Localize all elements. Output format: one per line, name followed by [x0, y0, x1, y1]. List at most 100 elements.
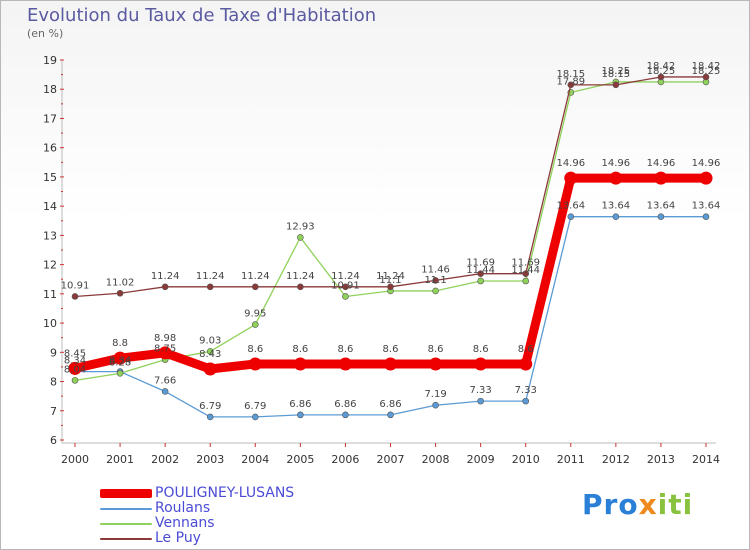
legend-item: Le Puy [100, 530, 360, 546]
data-label: 8.8 [112, 338, 128, 349]
data-label: 8.04 [64, 364, 86, 375]
data-label: 8.75 [154, 344, 176, 355]
data-point [702, 73, 710, 81]
data-label: 6.86 [334, 399, 356, 410]
data-label: 12.93 [286, 221, 315, 232]
y-tick-label: 17 [43, 112, 57, 125]
x-tick-label: 2005 [286, 453, 314, 466]
data-label: 6.79 [244, 401, 266, 412]
data-point [248, 357, 262, 371]
chart-title: Evolution du Taux de Taxe d'Habitation [27, 5, 377, 26]
data-label: 18.25 [647, 66, 676, 77]
x-tick-label: 2004 [241, 453, 269, 466]
y-tick-label: 7 [50, 405, 57, 418]
x-tick-label: 2003 [196, 453, 224, 466]
data-label: 11.24 [151, 271, 180, 282]
y-tick-label: 9 [50, 346, 57, 359]
legend-swatch [100, 508, 152, 510]
y-tick-label: 16 [43, 142, 57, 155]
data-point [158, 346, 172, 360]
data-point [654, 171, 668, 185]
data-point [432, 277, 439, 284]
data-point [612, 81, 620, 89]
data-point [522, 270, 530, 277]
x-tick-label: 2010 [512, 453, 540, 466]
logo-part-3: iti [657, 488, 694, 521]
data-label: 11.46 [421, 264, 450, 275]
data-point [564, 171, 578, 185]
proxiti-logo: Proxiti [582, 488, 693, 521]
x-tick-label: 2000 [61, 453, 89, 466]
x-tick-label: 2007 [377, 453, 405, 466]
data-label: 8.6 [247, 344, 263, 355]
data-label: 14.96 [692, 158, 721, 169]
legend-swatch [100, 523, 152, 525]
x-tick-label: 2006 [331, 453, 359, 466]
data-point [342, 293, 349, 300]
data-label: 7.33 [470, 385, 492, 396]
data-label: 9.03 [199, 335, 221, 346]
y-tick-label: 15 [43, 171, 57, 184]
data-point [116, 370, 124, 377]
data-point [384, 357, 397, 371]
logo-part-1: Pro [582, 488, 639, 521]
data-point [206, 413, 214, 421]
data-label: 11.24 [286, 271, 315, 282]
data-label: 10.91 [331, 280, 360, 291]
data-point [387, 283, 394, 291]
data-label: 8.6 [518, 344, 534, 355]
data-point [567, 81, 575, 89]
legend-item: POULIGNEY-LUSANS [100, 485, 360, 501]
data-point [293, 357, 307, 371]
data-label: 8.28 [109, 357, 131, 368]
data-point [477, 277, 484, 285]
data-point [71, 293, 79, 300]
data-label: 11.24 [331, 271, 360, 282]
data-label: 14.96 [602, 158, 631, 169]
data-label: 11.1 [424, 275, 446, 286]
legend-item: Vennans [100, 515, 360, 531]
data-point [206, 348, 214, 355]
series-line-roulans [74, 216, 707, 418]
data-point [567, 213, 575, 220]
data-label: 13.64 [602, 201, 631, 212]
data-label: 14.96 [556, 158, 585, 169]
data-label: 8.98 [154, 333, 176, 344]
data-point [609, 171, 623, 185]
data-label: 11.02 [106, 277, 135, 288]
y-tick-label: 10 [43, 317, 57, 330]
y-tick-label: 8 [50, 376, 57, 389]
y-tick-label: 11 [43, 288, 57, 301]
data-point [657, 73, 665, 81]
data-point [429, 357, 443, 371]
data-point [432, 287, 439, 295]
legend-label: Le Puy [155, 530, 201, 546]
data-label: 11.44 [466, 265, 495, 276]
data-point [206, 283, 214, 291]
data-label: 18.42 [647, 61, 676, 72]
data-point [342, 411, 349, 419]
legend-swatch [100, 538, 152, 540]
y-tick-label: 18 [43, 83, 57, 96]
x-tick-label: 2009 [467, 453, 495, 466]
data-label: 18.15 [602, 69, 631, 80]
series-line-le puy [74, 76, 707, 298]
data-label: 6.86 [289, 399, 311, 410]
data-point [522, 277, 530, 285]
data-label: 18.15 [556, 69, 585, 80]
y-tick-label: 19 [43, 54, 57, 67]
data-label: 13.64 [692, 201, 721, 212]
data-point [297, 283, 304, 291]
data-label: 6.79 [199, 401, 221, 412]
data-label: 13.64 [556, 201, 585, 212]
data-point [161, 388, 169, 395]
data-point [297, 411, 304, 419]
y-tick-label: 6 [50, 434, 57, 447]
data-point [432, 401, 439, 409]
data-label: 8.6 [473, 344, 489, 355]
data-label: 7.19 [424, 389, 446, 400]
data-label: 18.25 [602, 66, 631, 77]
data-label: 8.6 [292, 344, 308, 355]
